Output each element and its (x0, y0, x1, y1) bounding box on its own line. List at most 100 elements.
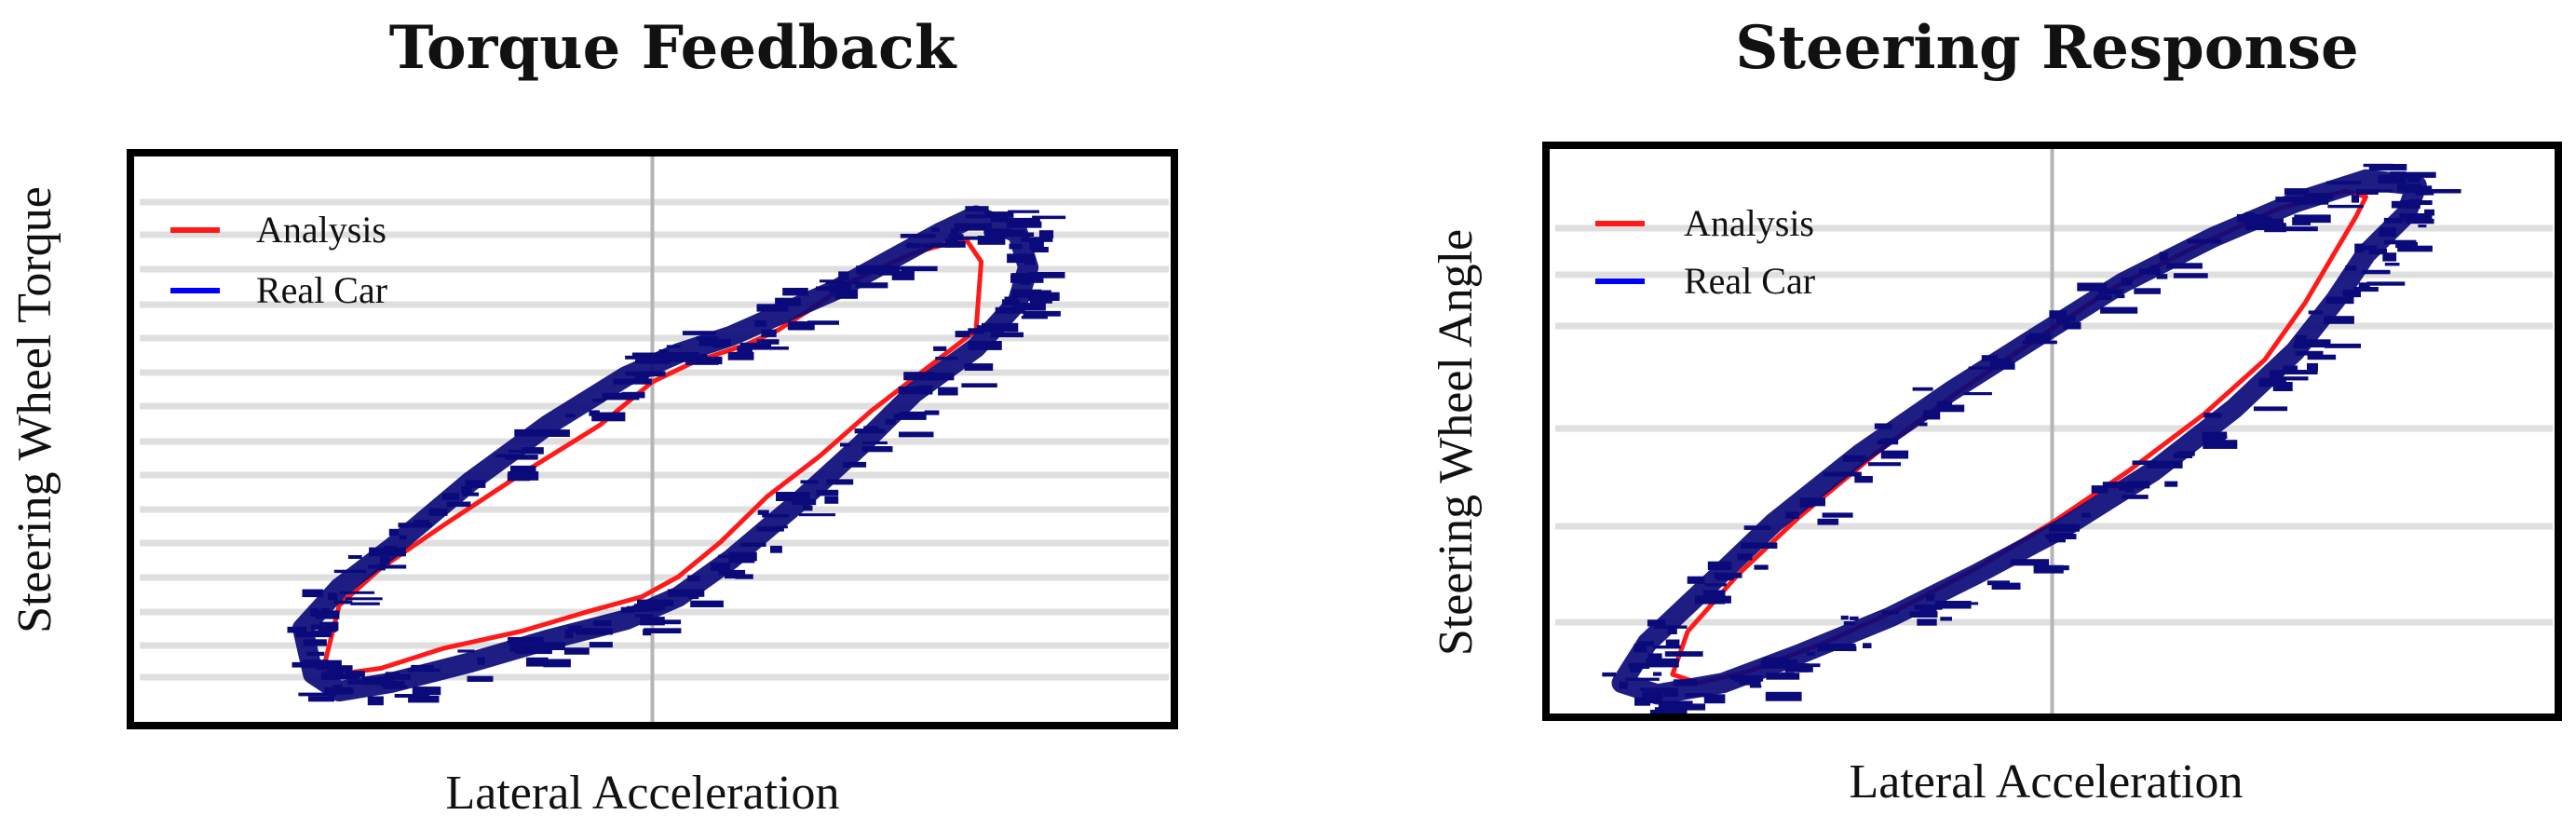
series-real-car-point (838, 271, 849, 280)
series-real-car-point (1707, 561, 1732, 570)
series-real-car-point (2405, 218, 2434, 224)
series-real-car-point (2391, 200, 2420, 209)
series-real-car-point (955, 331, 970, 338)
series-real-car-point (950, 228, 959, 235)
series-real-car-point (2326, 181, 2362, 185)
series-real-car-point (303, 639, 327, 646)
series-real-car-point (564, 629, 574, 639)
series-real-car-point (327, 592, 338, 601)
series-real-car-point (385, 672, 400, 678)
series-real-car-point (333, 569, 367, 574)
series-real-car-point (2055, 318, 2069, 324)
series-real-car-point (2366, 281, 2406, 286)
series-real-car-point (311, 630, 331, 634)
series-real-car-point (1669, 702, 1689, 707)
series-real-car-point (688, 594, 699, 600)
series-real-car-point (535, 642, 565, 650)
series-real-car-point (2115, 294, 2125, 299)
series-real-car-point (347, 555, 362, 559)
series-real-car-point (682, 331, 716, 335)
series-real-car-point (2077, 282, 2108, 292)
series-real-car-point (929, 242, 953, 248)
series-real-car-point (2368, 164, 2407, 171)
series-analysis-line (320, 236, 984, 677)
series-real-car-point (966, 214, 988, 219)
series-real-car-point (739, 342, 772, 347)
series-real-car-point (761, 329, 777, 337)
series-real-car-point (2307, 354, 2337, 360)
series-real-car-point (800, 480, 819, 484)
series-real-car-point (620, 606, 634, 614)
series-real-car-point (383, 684, 393, 689)
series-real-car-point (718, 569, 746, 576)
series-real-car-point (756, 339, 780, 345)
series-real-car-point (310, 608, 319, 617)
series-real-car-point (1935, 601, 1972, 609)
series-real-car-point (1917, 618, 1937, 626)
series-real-car-point (2028, 333, 2051, 337)
series-real-car-point (2269, 370, 2284, 379)
series-real-car-point (861, 446, 893, 453)
series-real-car-point (316, 610, 340, 619)
series-real-car-point (457, 649, 475, 653)
series-real-car-point (885, 418, 896, 425)
series-real-car-point (465, 480, 486, 488)
series-real-car-point (2424, 209, 2434, 216)
series-real-car-point (2390, 171, 2407, 178)
series-real-car-point (1854, 476, 1873, 483)
series-real-car-point (824, 496, 839, 504)
chart-steering-response: Steering Response Steering Wheel Angle L… (1430, 13, 2562, 809)
series-real-car-point (514, 644, 539, 654)
chart-title: Steering Response (1735, 13, 2358, 83)
series-real-car-point (543, 659, 571, 668)
series-real-car-point (2091, 485, 2108, 494)
series-real-car-point (1743, 525, 1771, 530)
series-real-car-point (446, 501, 471, 508)
series-real-car-point (1822, 512, 1853, 518)
series-real-car-point (2095, 294, 2112, 300)
series-real-car-point (2283, 365, 2298, 370)
series-real-car-point (938, 387, 958, 396)
series-real-car-point (944, 238, 958, 245)
series-real-car-point (1639, 687, 1674, 691)
series-real-car-point (641, 371, 666, 377)
series-real-car-point (862, 441, 888, 444)
series-real-car-point (1654, 707, 1672, 713)
series-real-car-point (2303, 193, 2333, 200)
series-real-car-point (834, 290, 859, 299)
series-real-car-point (394, 694, 429, 698)
series-real-car-point (2215, 435, 2228, 439)
series-real-car-point (1926, 594, 1935, 601)
series-real-car-point (2173, 273, 2208, 279)
series-real-car-point (948, 234, 964, 241)
series-real-car-point (2384, 263, 2400, 266)
series-real-car-point (1823, 471, 1862, 477)
series-real-car-point (2416, 192, 2434, 196)
series-real-car-point (477, 657, 485, 665)
series-real-car-point (2102, 482, 2135, 488)
series-real-car-point (2281, 370, 2318, 374)
series-real-car-point (1940, 617, 1952, 621)
series-real-car-point (2345, 265, 2357, 271)
series-real-car-point (340, 591, 375, 594)
series-real-car-point (935, 356, 958, 360)
series-real-car-point (756, 526, 784, 532)
series-real-car-point (514, 428, 553, 437)
series-real-car-point (411, 664, 434, 669)
series-real-car-point (637, 599, 674, 606)
series-real-car-point (990, 332, 1024, 338)
series-real-car-point (2281, 226, 2318, 232)
series-real-car-point (2253, 406, 2288, 412)
series-real-car-point (968, 328, 984, 334)
series-real-car-point (2139, 268, 2161, 275)
series-real-car-point (1653, 672, 1662, 676)
series-real-car-point (666, 345, 681, 348)
series-real-car-point (2363, 163, 2393, 168)
series-real-car-point (602, 392, 640, 401)
series-real-car-point (775, 297, 801, 306)
series-real-car-point (1028, 272, 1065, 279)
series-real-car-point (568, 625, 582, 633)
series-real-car-point (1763, 657, 1789, 661)
series-real-car-point (675, 358, 708, 362)
series-real-car-point (643, 619, 682, 625)
